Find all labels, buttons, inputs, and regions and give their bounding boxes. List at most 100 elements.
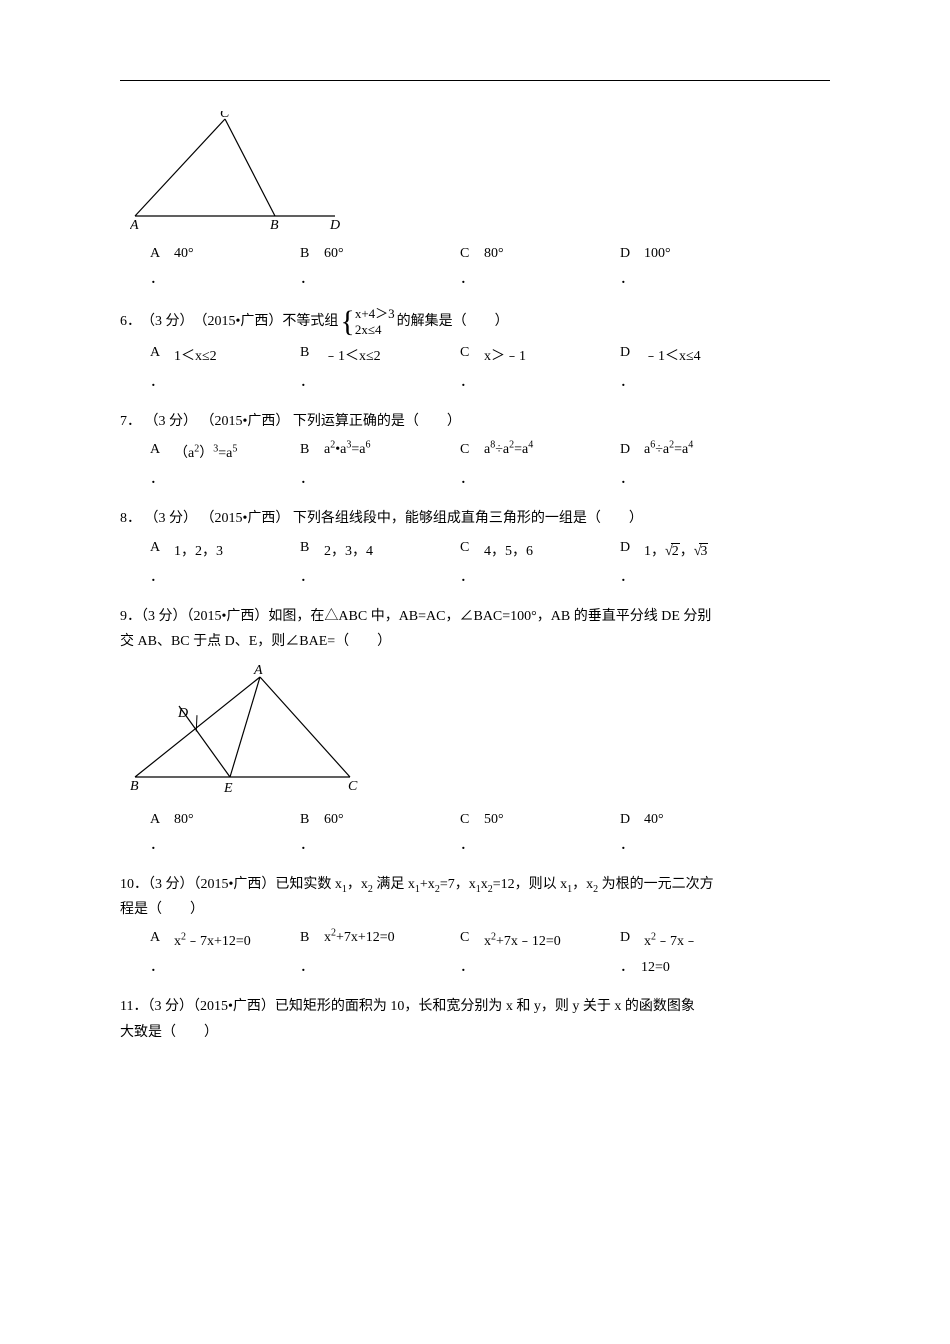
dot: ． (460, 468, 620, 488)
q-src: （2015•广西） (194, 877, 276, 892)
q-src: （2015•广西） (187, 609, 269, 624)
q10-stem: 10．（3 分）（2015•广西）已知实数 x1，x2 满足 x1+x2=7，x… (120, 872, 830, 922)
d-l2: 12=0 (641, 960, 670, 976)
label-c: C (348, 779, 358, 794)
choice-letter: C (460, 540, 474, 556)
label-b: B (270, 218, 279, 231)
choice-letter: D (620, 930, 634, 946)
q6-choice-d: D﹣1＜x≤4 (620, 345, 701, 365)
q9-choice-d: D 40° (620, 812, 664, 828)
d-mid: ， (680, 544, 694, 559)
q-text: 不等式组 (282, 309, 338, 334)
choice-letter: B (300, 442, 314, 458)
q6-stem: 6． （3 分） （2015•广西） 不等式组 { x+4＞3 2x≤4 的解集… (120, 306, 830, 337)
choice-text: 100° (644, 246, 671, 262)
dot: ． (460, 834, 620, 854)
q8-choice-b: B 2，3，4 (300, 540, 460, 560)
system-lines: x+4＞3 2x≤4 (355, 306, 395, 337)
choice-text: x2﹣7x+12=0 (174, 930, 251, 950)
triangle-abc-de: A B C D E (130, 662, 370, 797)
q-text: 下列运算正确的是（ ） (293, 414, 461, 429)
dot: ． (150, 268, 300, 288)
dot: ． (620, 468, 634, 488)
label-d: D (329, 218, 340, 231)
q9-dots: ． ． ． ． (120, 834, 830, 854)
dot: ． (150, 566, 300, 586)
choice-letter: B (300, 246, 314, 262)
dot: ． (620, 268, 634, 288)
q-num: 8． (120, 511, 141, 526)
q9-choices: A80° B60° C50° D40° (120, 812, 830, 828)
q7-choice-a: A （a2）3=a5 (150, 442, 300, 462)
choice-letter: B (300, 812, 314, 828)
q-src: （2015•广西） (201, 511, 290, 526)
q-pts: （3 分） (145, 414, 198, 429)
q-src: （2015•广西） (193, 999, 275, 1014)
q9-choice-b: B 60° (300, 812, 460, 828)
choice-text: 40° (644, 812, 664, 828)
q5-choice-d: D 100° (620, 246, 671, 262)
sys-line-2: 2x≤4 (355, 322, 395, 338)
q-src: （2015•广西） (201, 414, 290, 429)
dot: ． (300, 468, 460, 488)
choice-text: x＞﹣1 (484, 345, 526, 365)
q6-choices: A1＜x≤2 B﹣1＜x≤2 Cx＞﹣1 D﹣1＜x≤4 (120, 345, 830, 365)
q10-choices: Ax2﹣7x+12=0 Bx2+7x+12=0 Cx2+7x﹣12=0 Dx2﹣… (120, 930, 830, 950)
q-text: 的解集是（ ） (397, 309, 509, 334)
dot: ． (300, 268, 460, 288)
q-text: 下列各组线段中，能够组成直角三角形的一组是（ ） (293, 511, 643, 526)
choice-letter: C (460, 345, 474, 361)
choice-text: 1，2，3 (174, 540, 223, 560)
q-text: 交 AB、BC 于点 D、E，则∠BAE=（ ） (120, 634, 391, 649)
label-c: C (220, 111, 230, 121)
choice-text: 60° (324, 246, 344, 262)
top-rule (120, 80, 830, 81)
choice-letter: B (300, 540, 314, 556)
q5-dots: ． ． ． ． (120, 268, 830, 288)
q10-choice-a: Ax2﹣7x+12=0 (150, 930, 300, 950)
choice-text: 40° (174, 246, 194, 262)
label-b: B (130, 779, 139, 794)
q8-choice-c: C4，5，6 (460, 540, 620, 560)
choice-text: 2，3，4 (324, 540, 373, 560)
label-a: A (253, 663, 263, 678)
q-text: 已知矩形的面积为 10，长和宽分别为 x 和 y，则 y 关于 x 的函数图象 (275, 999, 695, 1014)
radicand: 2 (671, 543, 680, 559)
choice-letter: A (150, 442, 164, 458)
dot: ． (300, 834, 460, 854)
label-e: E (223, 781, 233, 796)
choice-text: （a2）3=a5 (174, 442, 237, 462)
choice-letter: D (620, 812, 634, 828)
q-text: 如图，在△ABC 中，AB=AC，∠BAC=100°，AB 的垂直平分线 DE … (268, 609, 711, 624)
choice-letter: C (460, 930, 474, 946)
choice-text: x2﹣7x﹣ (644, 930, 698, 950)
q8-choice-a: A 1，2，3 (150, 540, 300, 560)
d-pre: 1， (644, 544, 665, 559)
choice-text: x2+7x﹣12=0 (484, 930, 561, 950)
choice-letter: C (460, 246, 474, 262)
dot: ． (460, 956, 620, 976)
q-num: 10． (120, 877, 148, 892)
q-pts: （3 分） (148, 877, 194, 892)
q-pts: （3 分） (141, 609, 187, 624)
q7-stem: 7． （3 分） （2015•广西） 下列运算正确的是（ ） (120, 409, 830, 434)
q9-figure: A B C D E (130, 662, 830, 802)
q6-choice-b: B﹣1＜x≤2 (300, 345, 460, 365)
choice-text: 60° (324, 812, 344, 828)
q10-choice-c: Cx2+7x﹣12=0 (460, 930, 620, 950)
choice-letter: B (300, 930, 314, 946)
q-pts: （3 分） (141, 309, 194, 334)
choice-letter: D (620, 246, 634, 262)
q-num: 9． (120, 609, 141, 624)
q9-choice-a: A80° (150, 812, 300, 828)
q8-dots: ． ． ． ． (120, 566, 830, 586)
dot: ． (620, 371, 634, 391)
dot: ． (300, 371, 460, 391)
dot: ． (620, 834, 634, 854)
q5-choice-c: C80° (460, 246, 620, 262)
q8-choice-d: D 1，2，3 (620, 540, 708, 560)
choice-letter: A (150, 540, 164, 556)
q-src: （2015•广西） (194, 309, 283, 334)
choice-letter: A (150, 812, 164, 828)
q-text: 程是（ ） (120, 902, 204, 917)
